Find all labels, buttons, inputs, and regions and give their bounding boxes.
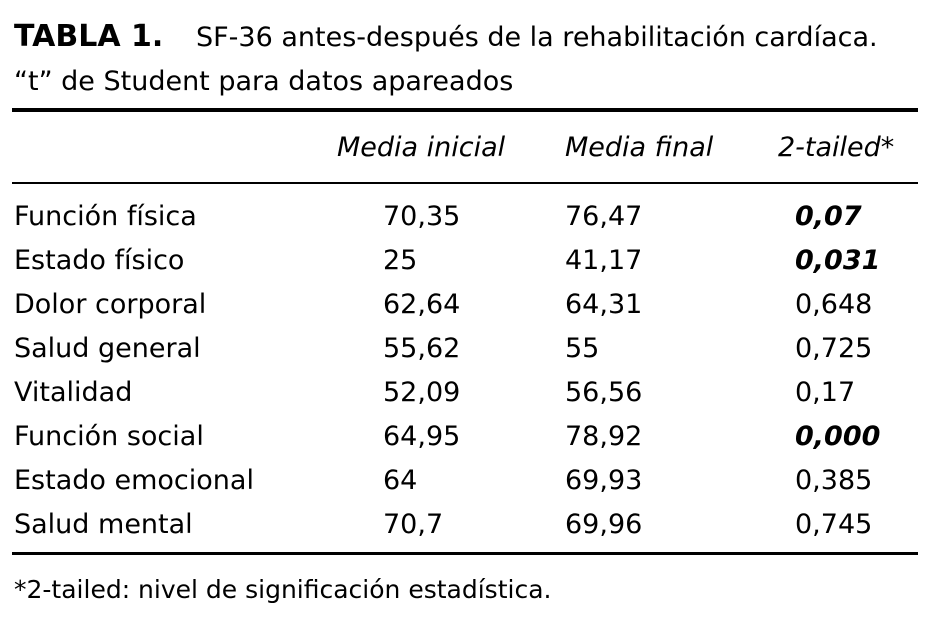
column-header: 2-tailed* xyxy=(778,132,895,163)
table-title: SF-36 antes-después de la rehabilitación… xyxy=(196,22,878,53)
row-label: Vitalidad xyxy=(14,377,133,408)
cell: 52,09 xyxy=(383,377,461,408)
cell: 69,96 xyxy=(565,509,643,540)
cell: 64,31 xyxy=(565,289,643,320)
cell: 0,07 xyxy=(795,201,862,232)
top-rule xyxy=(12,108,918,112)
cell: 56,56 xyxy=(565,377,643,408)
cell: 41,17 xyxy=(565,245,643,276)
row-label: Salud general xyxy=(14,333,201,364)
table-subtitle: “t” de Student para datos apareados xyxy=(14,66,514,97)
row-label: Salud mental xyxy=(14,509,193,540)
cell: 55,62 xyxy=(383,333,461,364)
column-header: Media final xyxy=(565,132,714,163)
bottom-rule xyxy=(12,552,918,555)
column-header: Media inicial xyxy=(337,132,506,163)
row-label: Estado emocional xyxy=(14,465,254,496)
cell: 25 xyxy=(383,245,418,276)
row-label: Función social xyxy=(14,421,204,452)
cell: 0,725 xyxy=(795,333,873,364)
cell: 55 xyxy=(565,333,600,364)
cell: 64,95 xyxy=(383,421,461,452)
cell: 0,385 xyxy=(795,465,873,496)
cell: 0,000 xyxy=(795,421,881,452)
footnote: *2-tailed: nivel de significación estadí… xyxy=(14,575,552,604)
cell: 70,7 xyxy=(383,509,444,540)
row-label: Estado físico xyxy=(14,245,185,276)
row-label: Dolor corporal xyxy=(14,289,207,320)
cell: 70,35 xyxy=(383,201,461,232)
header-rule xyxy=(12,182,918,184)
cell: 62,64 xyxy=(383,289,461,320)
cell: 69,93 xyxy=(565,465,643,496)
row-label: Función física xyxy=(14,201,197,232)
cell: 78,92 xyxy=(565,421,643,452)
cell: 64 xyxy=(383,465,418,496)
cell: 76,47 xyxy=(565,201,643,232)
cell: 0,17 xyxy=(795,377,856,408)
cell: 0,745 xyxy=(795,509,873,540)
cell: 0,031 xyxy=(795,245,881,276)
table-label: TABLA 1. xyxy=(14,19,164,54)
cell: 0,648 xyxy=(795,289,873,320)
